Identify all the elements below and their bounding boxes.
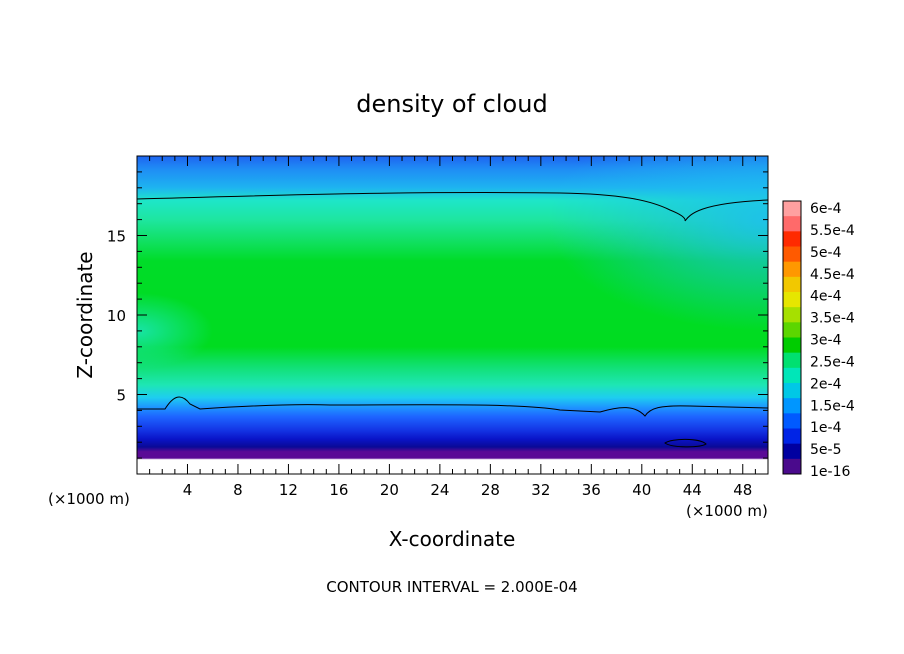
colorbar-label: 1.5e-4 (810, 398, 855, 414)
contour-interval-note: CONTOUR INTERVAL = 2.000E-04 (326, 578, 577, 596)
contour-line-lower (137, 396, 769, 417)
x-tick-marks (149, 156, 756, 474)
colorbar-swatch (783, 261, 801, 278)
x-tick-label: 24 (430, 481, 449, 499)
colorbar-swatch (783, 292, 801, 308)
x-tick-label: 44 (683, 481, 702, 499)
colorbar-label: 1e-4 (810, 420, 842, 436)
colorbar-label: 5e-5 (810, 442, 841, 458)
x-tick-label: 8 (233, 481, 243, 499)
x-tick-label: 48 (733, 481, 752, 499)
chart-title: density of cloud (356, 90, 547, 118)
colorbar-swatch (783, 443, 801, 460)
colorbar-label: 3e-4 (810, 333, 842, 349)
colorbar-label: 2.5e-4 (810, 354, 855, 370)
colorbar-swatch (783, 322, 801, 338)
colorbar-labels: 6e-4 5.5e-4 5e-4 4.5e-4 4e-4 3.5e-4 3e-4 2.5e-4… (810, 201, 855, 480)
colorbar-swatch (783, 307, 801, 323)
colorbar-label: 4e-4 (810, 289, 842, 305)
x-axis-label: X-coordinate (389, 527, 516, 551)
colorbar-swatch (783, 428, 801, 445)
colorbar-label: 6e-4 (810, 201, 842, 217)
colorbar-swatch (783, 246, 801, 263)
y-tick-marks (137, 171, 768, 459)
colorbar (782, 200, 802, 475)
x-tick-label: 12 (279, 481, 298, 499)
y-tick-label: 15 (107, 228, 126, 246)
colorbar-label: 3.5e-4 (810, 311, 855, 327)
x-tick-label: 4 (183, 481, 193, 499)
colorbar-label: 2e-4 (810, 376, 842, 392)
x-tick-labels: 4 8 12 16 20 24 28 32 36 40 44 48 (183, 481, 753, 499)
y-tick-label: 10 (107, 307, 126, 325)
y-tick-label: 5 (116, 387, 126, 405)
x-tick-label: 20 (380, 481, 399, 499)
x-tick-label: 32 (531, 481, 550, 499)
colorbar-swatch (783, 337, 801, 354)
x-unit-left: (×1000 m) (48, 490, 130, 508)
colorbar-label: 4.5e-4 (810, 267, 855, 283)
colorbar-label: 5.5e-4 (810, 223, 855, 239)
colorbar-swatch (783, 276, 801, 293)
contour-line-upper (136, 192, 769, 222)
x-unit-right: (×1000 m) (686, 502, 768, 520)
x-tick-label: 28 (481, 481, 500, 499)
x-tick-label: 40 (632, 481, 651, 499)
y-axis-label: Z-coordinate (73, 251, 97, 378)
colorbar-swatch (783, 231, 801, 247)
colorbar-frame (782, 200, 802, 475)
x-tick-label: 36 (582, 481, 601, 499)
plot-area (136, 155, 769, 475)
colorbar-label: 5e-4 (810, 245, 842, 261)
colorbar-swatch (783, 413, 801, 429)
contour-blob (664, 438, 707, 448)
colorbar-swatch (783, 458, 801, 475)
colorbar-swatch (783, 352, 801, 369)
left-edge-plume (137, 156, 768, 474)
x-tick-label: 16 (329, 481, 348, 499)
colorbar-swatch (783, 201, 801, 217)
y-tick-labels: 5 10 15 (107, 228, 126, 405)
colorbar-label: 1e-16 (810, 464, 850, 480)
colorbar-swatch (783, 398, 801, 414)
colorbar-swatch (783, 216, 801, 232)
colorbar-swatch (783, 367, 801, 384)
colorbar-swatch (783, 383, 801, 399)
